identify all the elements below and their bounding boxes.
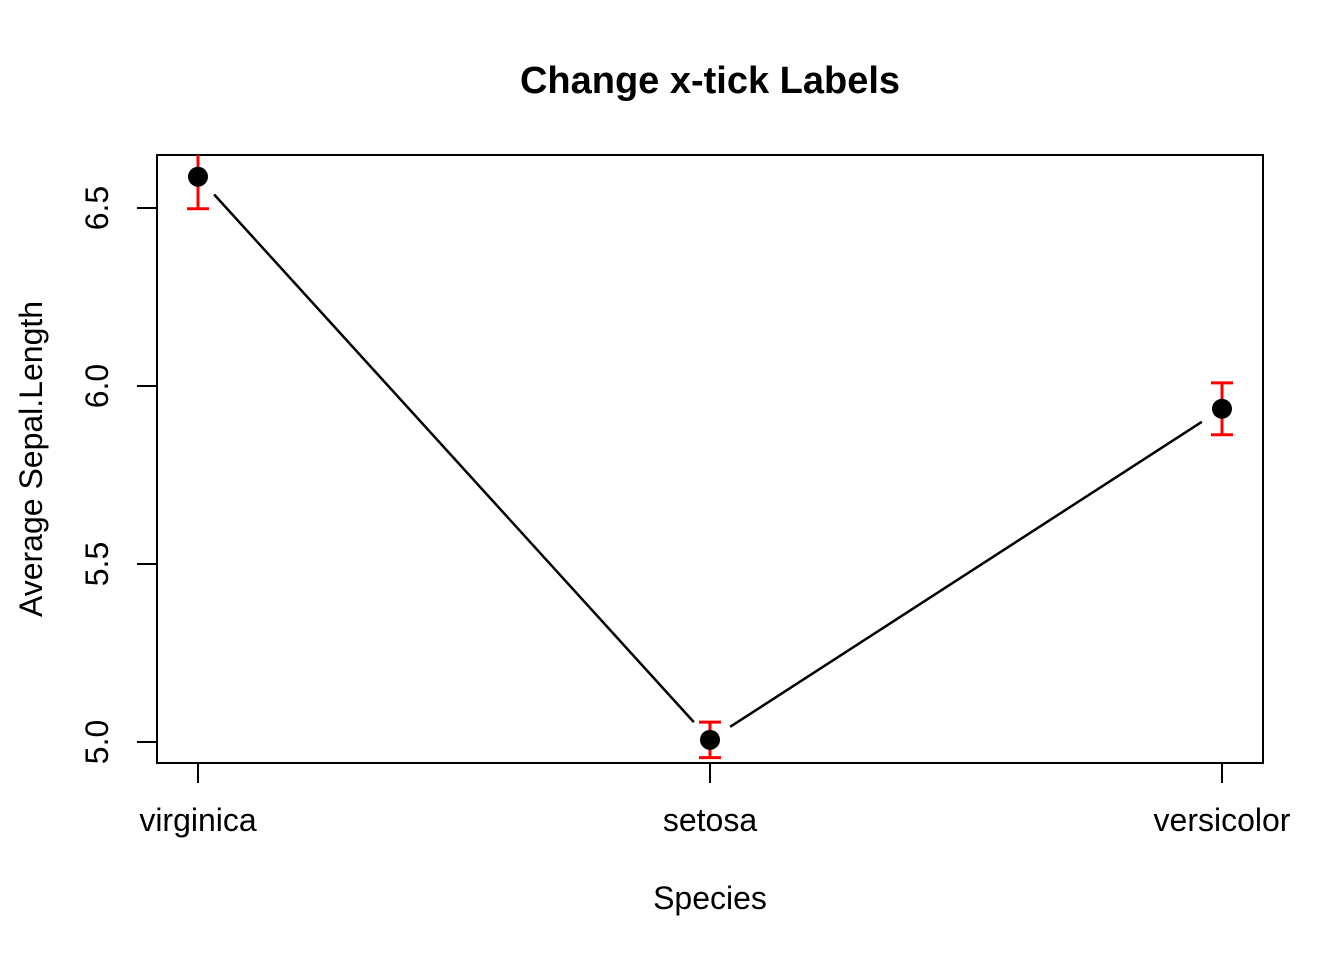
data-point [700,729,720,750]
x-tick-label: virginica [139,802,257,838]
plot-border [156,154,1264,764]
data-point [1212,398,1232,419]
x-axis-title: Species [653,880,767,916]
y-tick-label: 6.5 [79,186,115,230]
y-tick-label: 5.5 [79,542,115,586]
data-point [188,166,208,187]
chart-title: Change x-tick Labels [520,60,900,102]
y-tick-label: 6.0 [79,364,115,408]
series-line-segment [729,420,1203,728]
x-tick-label: setosa [663,802,757,838]
y-axis-title: Average Sepal.Length [13,301,49,617]
plot-area: 5.0 5.5 6.0 6.5 virginica setosa versicolor [79,154,1291,838]
series-line-segment [213,193,695,723]
y-tick-label: 5.0 [79,720,115,764]
x-tick-label: versicolor [1154,802,1291,838]
